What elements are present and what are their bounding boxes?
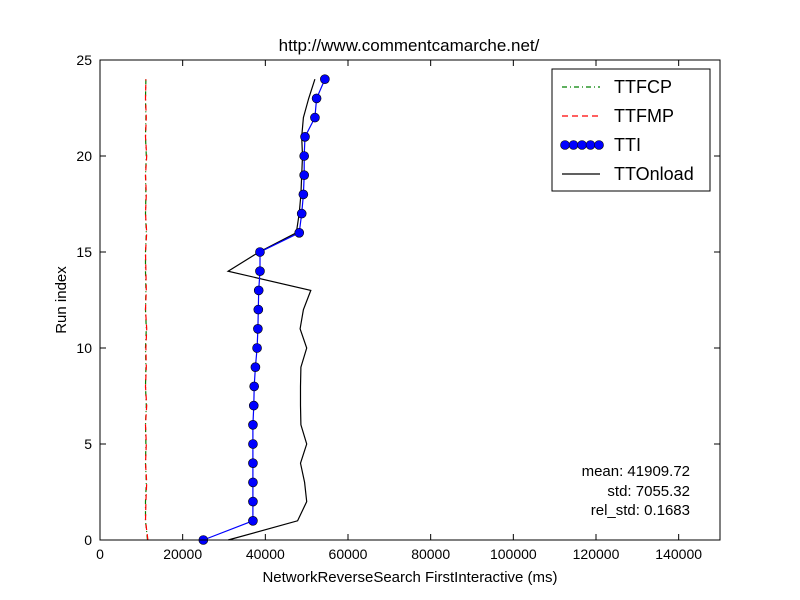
x-tick-label: 0 [96,546,104,562]
data-point-tti [248,458,258,469]
data-point-tti [248,419,258,430]
series-line-tti [203,78,326,541]
legend-marker-tti [577,140,587,150]
series-layer [144,74,330,545]
x-axis-label: NetworkReverseSearch FirstInteractive (m… [262,569,557,586]
ticks-layer: 0 20000 40000 60000 80000 100000 120000 140000 0… [76,52,720,562]
x-tick-label: 20000 [163,546,202,562]
x-tick-label: 60000 [329,546,368,562]
data-point-tti [248,400,259,411]
legend-marker-tti [594,140,604,150]
legend-label-ttonload: TTOnload [614,164,694,184]
data-point-tti [299,170,309,180]
x-tick-label: 140000 [655,546,702,562]
stats-std: std: 7055.32 [607,483,690,500]
x-tick-label: 120000 [573,546,620,562]
y-tick-label: 0 [84,532,92,548]
data-point-tti [253,323,263,334]
legend: TTFCP TTFMP TTI TTOnload [551,68,711,192]
legend-marker-tti [568,140,579,150]
data-point-tti [255,266,265,277]
stats-rel-std: rel_std: 0.1683 [591,502,690,519]
plot-frame [99,59,721,541]
data-point-tti [252,343,262,353]
data-point-tti [311,93,322,104]
data-point-tti [296,208,307,219]
legend-label-ttfcp: TTFCP [614,77,672,97]
data-point-tti [253,285,264,296]
data-point-tti [248,477,258,488]
data-point-tti [255,247,265,257]
data-point-tti [248,496,258,507]
x-tick-label: 40000 [246,546,285,562]
legend-label-ttfmp: TTFMP [614,106,674,126]
data-point-tti [248,515,258,526]
data-point-tti [253,304,264,315]
data-point-tti [299,151,309,161]
series-line-ttfmp [144,79,149,541]
chart-title: http://www.commentcamarche.net/ [279,36,540,55]
series-line-ttonload [226,79,316,541]
data-point-tti [250,362,261,373]
y-tick-label: 5 [84,436,92,452]
y-axis-label: Run index [53,266,70,334]
data-point-tti [310,112,320,123]
y-tick-label: 25 [76,52,92,68]
data-point-tti [294,228,305,238]
y-tick-label: 15 [76,244,92,260]
y-tick-label: 10 [76,340,92,356]
stats-mean: mean: 41909.72 [582,463,690,480]
x-tick-label: 100000 [490,546,537,562]
data-point-tti [249,381,259,392]
stats-annotation: mean: 41909.72 std: 7055.32 rel_std: 0.1… [582,463,690,519]
legend-marker-tti [560,140,570,150]
data-point-tti [248,439,258,449]
legend-items: TTFCP TTFMP TTI TTOnload [560,77,694,184]
x-tick-label: 80000 [411,546,450,562]
legend-label-tti: TTI [614,135,641,155]
legend-marker-tti [585,140,596,150]
data-point-tti [320,74,330,84]
data-point-tti [300,132,310,142]
data-point-tti [298,189,309,200]
legend-box [551,68,711,192]
y-tick-label: 20 [76,148,92,164]
